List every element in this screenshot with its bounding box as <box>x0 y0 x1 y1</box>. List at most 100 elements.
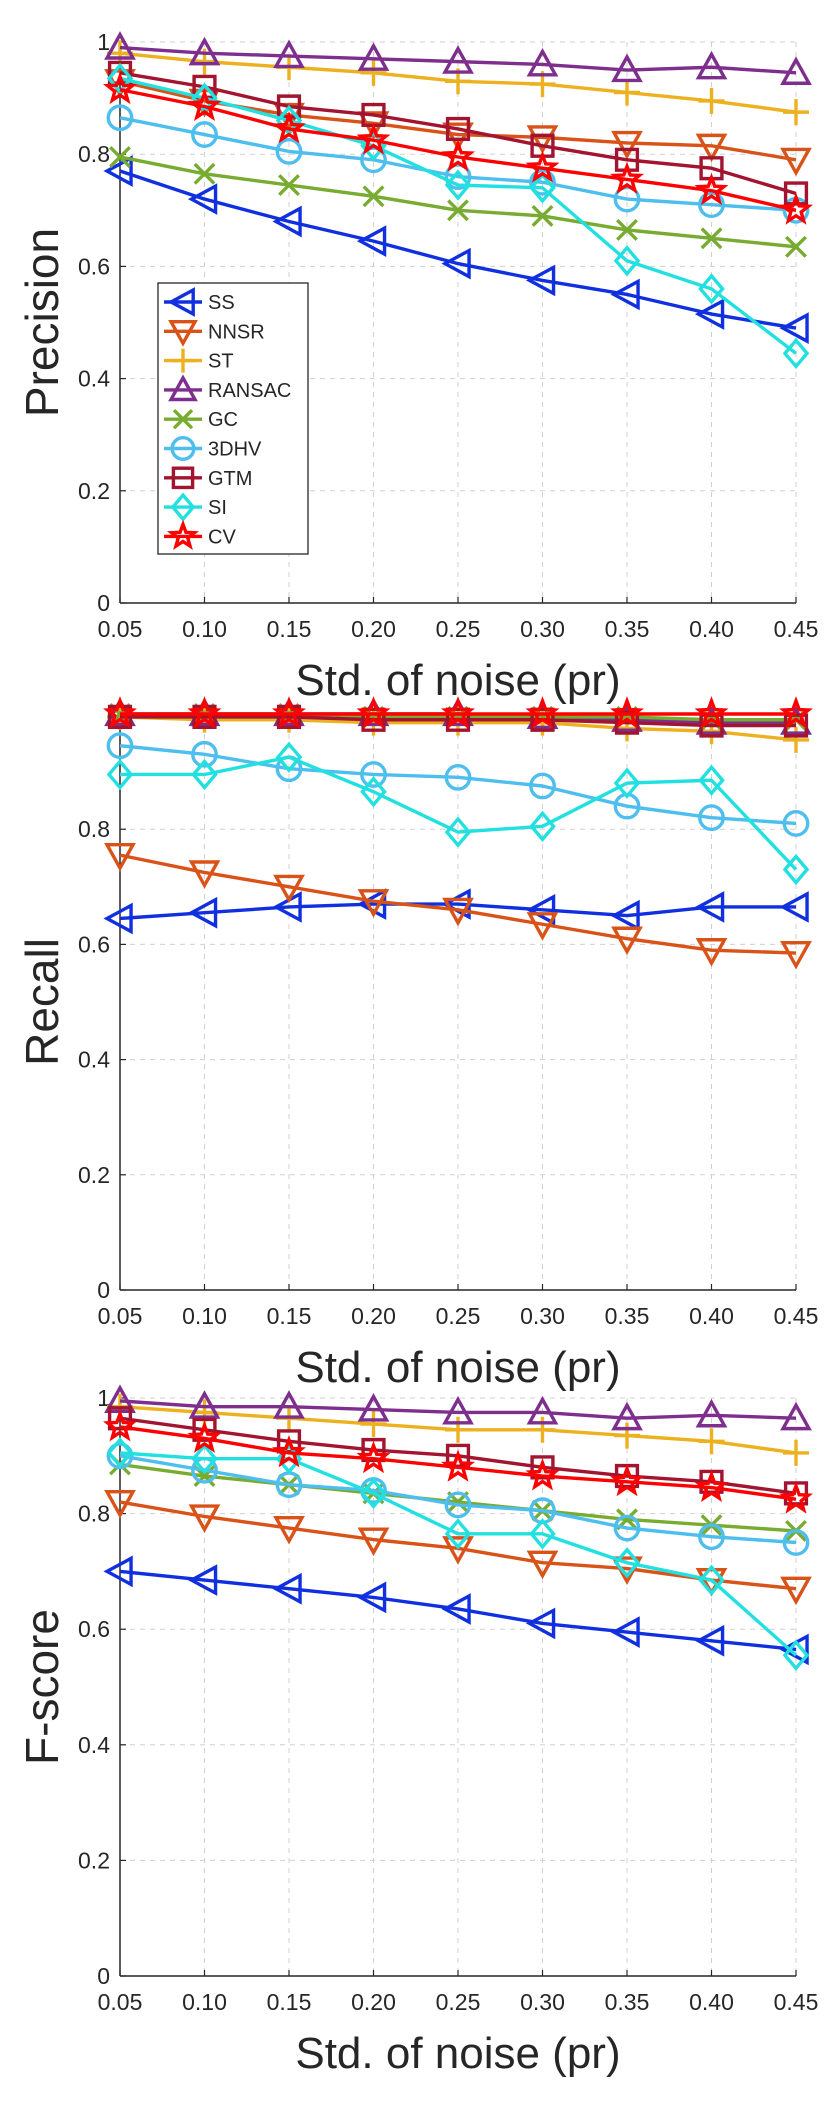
data-point <box>700 227 723 250</box>
data-point <box>273 1515 305 1545</box>
data-point <box>611 1401 643 1431</box>
y-tick-label: 0.8 <box>78 1501 110 1527</box>
data-point <box>106 104 134 132</box>
data-point <box>272 696 306 729</box>
data-point <box>610 899 640 932</box>
data-point <box>698 764 725 796</box>
data-point <box>188 36 221 66</box>
legend-marker <box>170 492 196 522</box>
data-point <box>529 168 556 196</box>
data-point <box>695 1398 728 1428</box>
series-line <box>119 1569 797 1652</box>
x-tick-label: 0.25 <box>436 616 481 642</box>
series-ransac <box>104 1384 812 1431</box>
data-point <box>698 1564 725 1596</box>
data-point <box>526 125 559 154</box>
data-point <box>694 696 729 729</box>
data-point <box>782 1639 810 1671</box>
data-point <box>191 121 218 148</box>
series-3dhv <box>106 104 810 224</box>
x-tick-label: 0.40 <box>689 1303 734 1329</box>
data-point <box>188 860 221 889</box>
y-tick-label: 0 <box>97 590 110 616</box>
data-point <box>698 273 725 305</box>
data-point <box>278 174 300 197</box>
chart-panel-f-score: 0.05 0.10 0.15 0.20 0.25 0.30 0.35 0.40 0.45 0 0.2… <box>16 1384 818 2078</box>
data-point <box>441 247 471 280</box>
data-point <box>694 1469 729 1503</box>
y-tick-label: 0 <box>97 1277 110 1303</box>
series-line <box>120 755 798 871</box>
x-tick-label: 0.15 <box>267 1303 312 1329</box>
data-point <box>106 758 134 791</box>
data-point <box>526 912 559 941</box>
data-point <box>275 137 303 165</box>
data-point <box>356 696 391 729</box>
data-point <box>614 710 640 735</box>
series-gc <box>109 146 807 258</box>
data-point <box>361 102 386 128</box>
data-point <box>357 1393 390 1422</box>
series-line <box>119 1399 797 1420</box>
x-tick-label: 0.20 <box>351 616 396 642</box>
legend-item: CV <box>164 519 236 551</box>
data-point <box>187 696 222 729</box>
x-tick-label: 0.10 <box>182 1989 227 2015</box>
data-point <box>526 1550 559 1580</box>
y-tick-label: 0.6 <box>78 1616 110 1642</box>
series-line <box>119 169 797 330</box>
x-tick-label: 0.35 <box>605 1303 650 1329</box>
x-axis-label: Std. of noise (pr) <box>295 2029 620 2078</box>
data-point <box>441 139 475 172</box>
data-point <box>103 902 133 935</box>
data-point <box>360 1411 387 1438</box>
legend-marker <box>171 466 195 490</box>
y-tick-label: 0.2 <box>78 1162 110 1188</box>
data-point <box>356 1581 387 1614</box>
data-point <box>191 758 218 791</box>
legend-marker <box>168 374 198 402</box>
data-point <box>187 1564 218 1596</box>
data-point <box>611 53 643 83</box>
x-tick-label: 0.30 <box>520 1303 565 1329</box>
series-cv <box>103 1409 813 1514</box>
data-point <box>531 204 554 227</box>
data-point <box>447 199 469 222</box>
x-tick-label: 0.40 <box>689 616 734 642</box>
x-tick-label: 0.15 <box>267 1989 312 2015</box>
data-point <box>442 45 474 74</box>
data-point <box>526 1395 559 1425</box>
series-line <box>119 88 797 212</box>
data-point <box>109 146 131 168</box>
data-point <box>780 940 812 970</box>
data-point <box>695 938 728 967</box>
series-3dhv <box>106 1442 810 1556</box>
y-tick-label: 0.4 <box>78 366 110 392</box>
data-point <box>779 1481 813 1514</box>
legend-label: SS <box>208 292 235 314</box>
chart-panel-precision: 0.05 0.10 0.15 0.20 0.25 0.30 0.35 0.40 0.45 0 0.2… <box>16 29 818 705</box>
grid <box>119 1397 797 1977</box>
y-tick-label: 0.2 <box>78 478 110 504</box>
series-gtm <box>107 60 809 206</box>
y-axis-label: Recall <box>16 938 68 1066</box>
data-point <box>360 146 387 174</box>
data-point <box>695 133 728 163</box>
y-tick-label: 0.2 <box>78 1847 110 1873</box>
data-point <box>187 1420 222 1453</box>
x-tick-label: 0.05 <box>98 616 143 642</box>
y-tick-label: 0.4 <box>78 1047 110 1073</box>
data-point <box>783 181 809 206</box>
data-point <box>614 1422 640 1449</box>
data-point <box>610 1616 640 1648</box>
data-point <box>782 810 810 837</box>
data-point <box>103 696 137 729</box>
data-point <box>444 169 472 201</box>
data-point <box>272 1572 302 1605</box>
x-tick-label: 0.05 <box>98 1303 143 1329</box>
x-tick-label: 0.40 <box>689 1989 734 2015</box>
y-axis-label: Precision <box>16 228 68 417</box>
data-point <box>613 245 641 277</box>
data-point <box>275 741 303 773</box>
x-tick-label: 0.25 <box>436 1303 481 1329</box>
